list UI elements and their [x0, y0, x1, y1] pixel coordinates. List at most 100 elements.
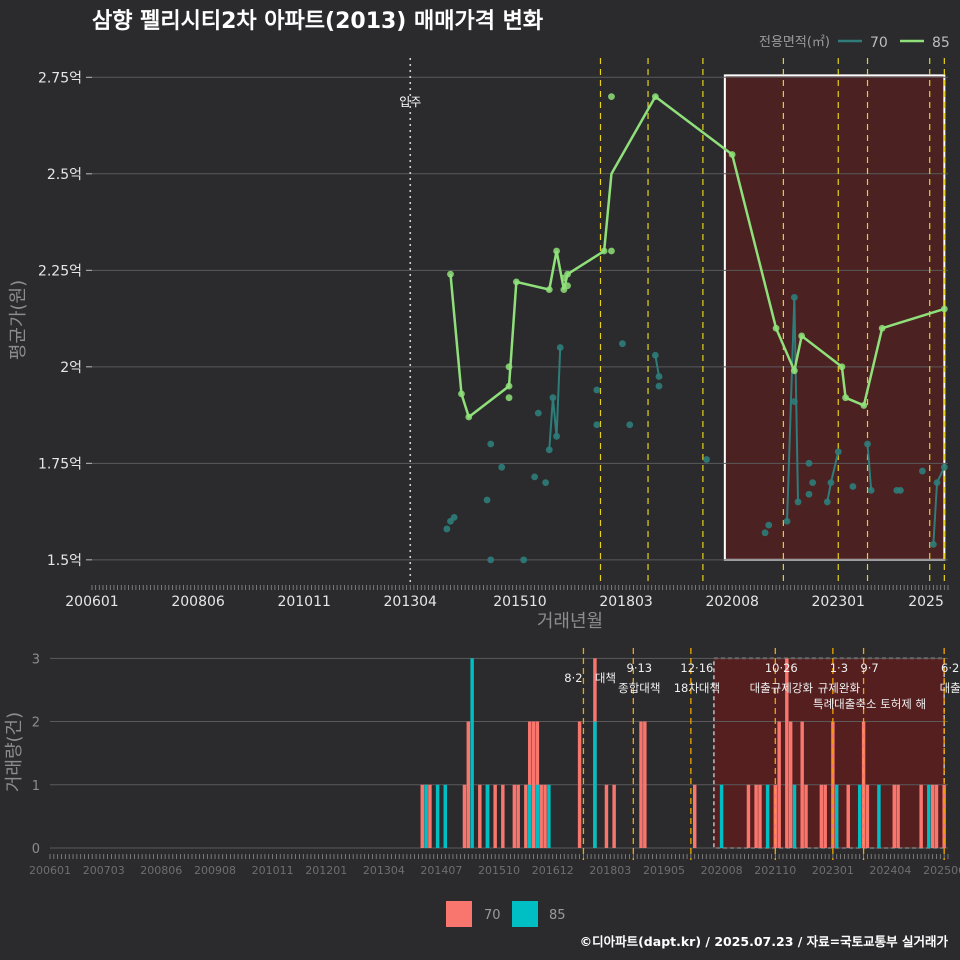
volume-bar-70: [524, 784, 528, 848]
volume-bar-70: [896, 784, 900, 848]
volume-y-tick-label: 1: [32, 779, 40, 794]
policy-date: 8·2: [564, 671, 582, 685]
price-chart: 1.5억 1.75억 2억 2.25억 2.5억 2.75억 200601 200806 201…: [8, 58, 949, 632]
volume-bar-70: [930, 784, 935, 848]
policy-date: 1·3: [830, 661, 848, 675]
highlight-period-box: [723, 74, 946, 561]
volume-x-tick-label: 201510: [478, 864, 520, 877]
point-85: [790, 367, 798, 375]
volume-x-tick-label: 201803: [589, 864, 631, 877]
volume-bar-70: [934, 784, 939, 848]
point-70: [823, 498, 831, 506]
point-85: [842, 394, 849, 402]
volume-bar-85: [535, 784, 540, 848]
point-70: [487, 556, 495, 564]
volume-x-tick-label: 201304: [363, 864, 405, 877]
volume-bar-70: [512, 784, 517, 848]
volume-bar-70: [462, 784, 467, 848]
point-85: [505, 363, 513, 371]
x-tick-label: 202301: [812, 594, 865, 610]
policy-text: 특례대출축소 토허제 해: [813, 697, 926, 711]
legend-swatch-volume-70: [446, 901, 472, 927]
legend-label-85: 85: [932, 35, 950, 51]
line-70-segment: [654, 355, 660, 377]
volume-bar-70: [577, 721, 582, 848]
line-85: [449, 94, 945, 420]
y-tick-label: 2억: [60, 360, 82, 376]
x-tick-label: 2025: [908, 594, 944, 610]
volume-bar-70: [428, 784, 432, 848]
volume-bar-85: [927, 784, 931, 848]
volume-bar-85: [547, 784, 551, 848]
point-85: [878, 324, 886, 332]
point-70: [765, 521, 773, 529]
volume-x-tick-label: 200908: [194, 864, 236, 877]
x-tick-label: 201510: [493, 594, 546, 610]
policy-text: 대책: [595, 671, 616, 685]
point-85: [458, 390, 465, 398]
policy-text: 규제완화: [818, 681, 861, 695]
volume-bar-70: [516, 784, 520, 848]
volume-bar-85: [443, 784, 448, 848]
move-in-label: 입주: [399, 95, 421, 109]
point-85: [545, 286, 553, 294]
volume-x-tick-label: 201201: [305, 864, 347, 877]
volume-bar-85: [877, 784, 881, 848]
y-tick-label: 2.25억: [38, 263, 82, 279]
point-70: [487, 440, 495, 448]
point-70: [761, 529, 769, 537]
volume-bar-70: [539, 784, 543, 848]
volume-x-tick-label: 200703: [83, 864, 125, 877]
volume-x-tick-label: 201011: [252, 864, 294, 877]
volume-x-tick-label: 202008: [701, 864, 743, 877]
point-70: [655, 382, 663, 390]
point-70: [443, 525, 451, 533]
volume-x-tick-label: 201905: [643, 864, 685, 877]
volume-bar-85: [527, 784, 532, 848]
volume-bar-85: [435, 784, 440, 848]
volume-bar-70: [846, 784, 850, 848]
point-70: [626, 421, 634, 429]
point-85: [447, 270, 454, 278]
point-70: [483, 496, 491, 504]
point-85: [600, 247, 608, 255]
volume-x-tick-label: 202110: [754, 864, 796, 877]
volume-bar-70: [758, 784, 762, 848]
line-70-segment: [932, 466, 946, 545]
point-85: [940, 305, 948, 313]
point-70: [542, 479, 550, 487]
point-70: [918, 467, 926, 475]
point-70: [545, 446, 553, 454]
volume-y-tick-label: 0: [32, 842, 40, 857]
x-axis-title: 거래년월: [537, 611, 603, 632]
volume-bar-70: [754, 784, 758, 848]
volume-bar-70: [804, 784, 808, 848]
legend-label-70: 70: [870, 35, 888, 51]
point-70: [849, 483, 857, 490]
volume-bar-70: [785, 658, 789, 848]
legend-swatch-volume-85: [512, 901, 538, 927]
policy-text: 대출: [940, 681, 960, 695]
point-85: [772, 324, 780, 332]
policy-text: 종합대책: [618, 681, 660, 695]
volume-bar-85: [719, 784, 724, 848]
volume-bar-85: [792, 784, 797, 848]
credit-text: ©디아파트(dapt.kr) / 2025.07.23 / 자료=국토교통부 실…: [580, 934, 949, 949]
policy-text: 18차대책: [674, 681, 720, 695]
volume-bar-85: [485, 784, 490, 848]
point-85: [838, 363, 846, 371]
point-85: [860, 402, 868, 409]
volume-x-tick-label: 202506: [923, 864, 960, 877]
policy-date: 9·7: [860, 661, 878, 675]
x-tick-label: 200601: [65, 594, 118, 610]
point-70: [534, 409, 542, 417]
point-85: [728, 151, 736, 158]
volume-bar-70: [777, 721, 781, 848]
point-85: [564, 270, 571, 278]
volume-bar-85: [834, 784, 839, 848]
x-tick-label: 201304: [384, 594, 438, 610]
volume-legend: 70 85: [446, 901, 566, 927]
point-70: [897, 486, 904, 494]
point-70: [531, 473, 539, 481]
volume-x-tick-label: 201612: [532, 864, 574, 877]
